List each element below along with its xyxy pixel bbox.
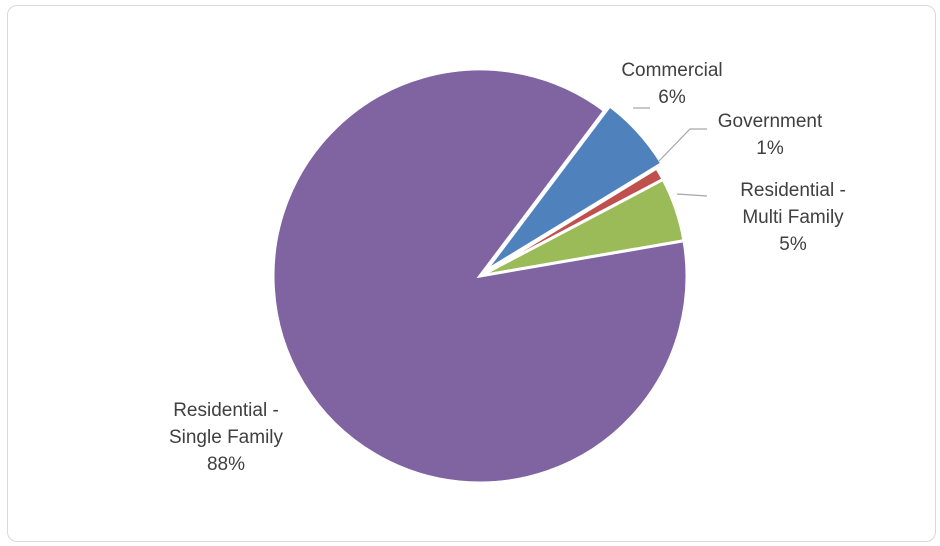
- leader-line-residential-multi-family: [676, 193, 708, 197]
- data-label-government: Government 1%: [718, 111, 823, 159]
- data-label-residential-multi-family: Residential - Multi Family 5%: [740, 180, 846, 255]
- data-label-percent: 88%: [207, 454, 245, 475]
- slice-residential-single-family: [271, 67, 689, 485]
- data-label-category: Government: [718, 111, 823, 132]
- data-label-category: Single Family: [169, 427, 284, 448]
- slice-commercial: [483, 103, 664, 273]
- leader-lines: [633, 107, 708, 197]
- data-label-category: Multi Family: [742, 207, 844, 228]
- data-labels: Commercial 6% Government 1% Residential - Mul…: [169, 60, 846, 475]
- data-label-percent: 6%: [658, 87, 686, 108]
- data-label-category: Commercial: [621, 60, 722, 81]
- data-label-commercial: Commercial 6%: [621, 60, 722, 108]
- data-label-percent: 5%: [779, 234, 807, 255]
- data-label-residential-single-family: Residential - Single Family 88%: [169, 400, 284, 475]
- data-label-percent: 1%: [756, 138, 784, 159]
- pie-slices: [271, 67, 689, 485]
- leader-line-government: [658, 128, 707, 162]
- data-label-category: Residential -: [173, 400, 279, 421]
- data-label-category: Residential -: [740, 180, 846, 201]
